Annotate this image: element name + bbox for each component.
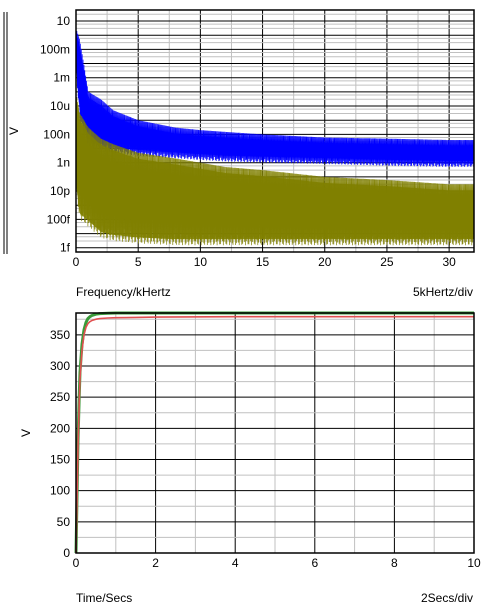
y-tick-label: 350 — [50, 328, 70, 342]
x-tick-label: 0 — [73, 556, 80, 570]
y-tick-label: 10p — [50, 184, 70, 198]
x-tick-label: 6 — [311, 556, 318, 570]
chart-1: 0 5 10 15 20 25 30 1f 100f 10p 1n 100n 10u 1m 100m 10 Fr… — [7, 9, 475, 299]
x-tick-label: 5 — [135, 255, 142, 269]
y-tick-label: 0 — [63, 546, 70, 560]
y-axis-label: V — [7, 127, 21, 135]
x-axis-label: Time/Secs — [76, 591, 132, 605]
y-tick-label: 100f — [47, 212, 71, 226]
x-tick-label: 8 — [391, 556, 398, 570]
x-tick-label: 4 — [232, 556, 239, 570]
x-tick-label: 15 — [256, 255, 270, 269]
y-tick-label: 250 — [50, 390, 70, 404]
y-tick-label: 200 — [50, 421, 70, 435]
y-tick-label: 100n — [43, 127, 70, 141]
y-tick-label: 50 — [57, 515, 71, 529]
y-tick-label: 150 — [50, 452, 70, 466]
x-tick-label: 10 — [467, 556, 481, 570]
y-tick-label: 1m — [53, 71, 70, 85]
plot-frame — [75, 9, 475, 253]
y-tick-label: 1f — [60, 241, 71, 255]
y-tick-label: 300 — [50, 359, 70, 373]
x-tick-label: 30 — [442, 255, 456, 269]
x-scale-label: 2Secs/div — [421, 591, 473, 605]
series-1-line — [75, 28, 475, 168]
x-tick-label: 25 — [380, 255, 394, 269]
x-scale-label: 5kHertz/div — [413, 285, 473, 299]
x-tick-label: 2 — [152, 556, 159, 570]
x-tick-label: 10 — [194, 255, 208, 269]
y-tick-label: 1n — [57, 156, 70, 170]
series-2-line — [75, 315, 474, 554]
x-tick-label: 0 — [73, 255, 80, 269]
y-tick-label: 10u — [50, 99, 70, 113]
x-tick-label: 20 — [318, 255, 332, 269]
plot-frame — [75, 312, 475, 554]
x-axis-label: Frequency/kHertz — [76, 285, 171, 299]
y-tick-label: 10 — [57, 14, 71, 28]
y-tick-label: 100m — [40, 42, 70, 56]
series-2-line — [75, 91, 475, 246]
y-axis-label: V — [19, 429, 33, 437]
y-tick-label: 100 — [50, 484, 70, 498]
